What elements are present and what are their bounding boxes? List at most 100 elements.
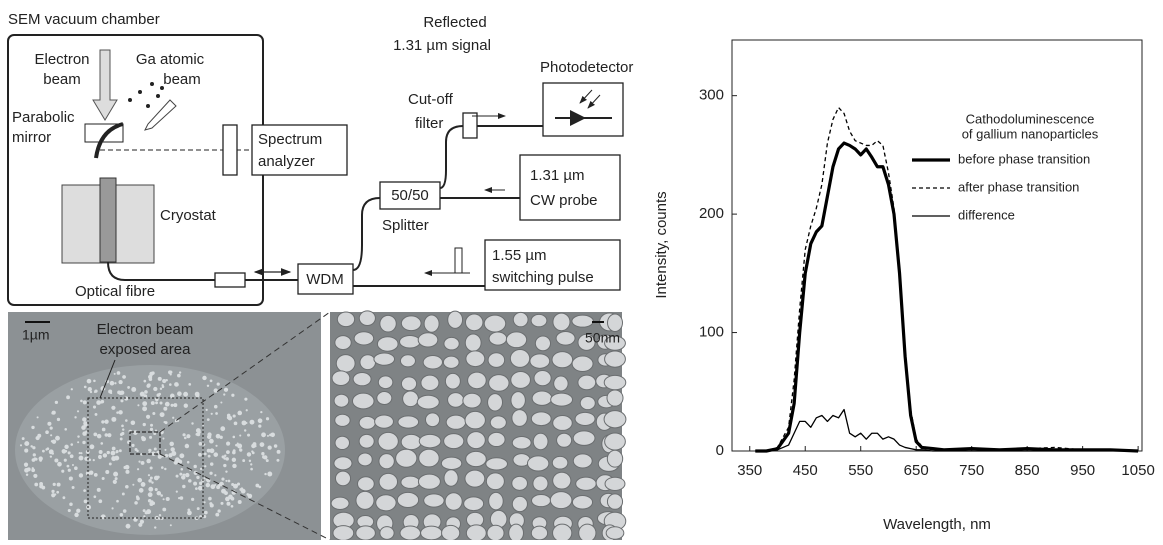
particle xyxy=(511,475,528,491)
particle xyxy=(153,432,157,436)
y-tick-label: 100 xyxy=(699,324,724,341)
particle xyxy=(52,482,56,486)
particle xyxy=(225,479,228,482)
zoom-area xyxy=(129,431,161,455)
particle xyxy=(93,495,97,499)
particle xyxy=(19,444,23,447)
particle xyxy=(231,457,237,462)
particle xyxy=(400,376,418,392)
particle xyxy=(199,481,203,486)
particle xyxy=(232,463,237,469)
particle xyxy=(112,479,117,484)
particle xyxy=(30,445,33,448)
particle xyxy=(179,453,185,459)
label: Electron beam xyxy=(97,321,194,338)
particle xyxy=(47,421,52,426)
particle xyxy=(236,482,241,486)
label: Optical fibre xyxy=(75,283,155,300)
particles xyxy=(330,310,627,543)
label: 1.55 µm xyxy=(492,247,547,264)
particle xyxy=(164,401,170,407)
particle xyxy=(467,371,487,390)
y-tick-label: 0 xyxy=(716,442,724,459)
label: 1.31 µm xyxy=(530,167,585,184)
particle xyxy=(247,433,251,437)
particle xyxy=(111,405,116,410)
particle xyxy=(121,424,124,428)
particle xyxy=(377,375,394,390)
particle xyxy=(82,400,87,405)
particle xyxy=(555,330,576,346)
particle xyxy=(107,433,112,438)
series-line xyxy=(755,408,1139,452)
particle xyxy=(88,458,92,462)
particle xyxy=(209,379,213,383)
particle xyxy=(214,483,217,487)
particle xyxy=(74,416,77,419)
particle xyxy=(526,455,550,472)
particle xyxy=(124,396,129,401)
particle xyxy=(174,382,179,387)
particle xyxy=(83,489,87,493)
particle xyxy=(26,467,31,472)
particle xyxy=(264,472,267,476)
particle xyxy=(510,370,531,389)
particle xyxy=(118,379,123,385)
particle xyxy=(512,311,529,328)
particle xyxy=(255,483,260,488)
particle xyxy=(549,491,573,510)
particle xyxy=(400,433,422,451)
particle xyxy=(101,427,106,432)
particle xyxy=(117,390,121,395)
particle xyxy=(232,435,236,439)
particle xyxy=(140,461,145,465)
particle xyxy=(334,413,351,427)
particle xyxy=(195,487,198,490)
x-tick-label: 850 xyxy=(1015,462,1040,479)
particle xyxy=(31,467,34,470)
label: CW probe xyxy=(530,192,598,209)
particle xyxy=(74,466,78,471)
particle xyxy=(571,355,594,372)
legend-label: after phase transition xyxy=(958,179,1079,194)
particle xyxy=(213,388,218,393)
cold-finger xyxy=(99,177,117,263)
particle xyxy=(199,467,203,471)
particle xyxy=(127,386,130,389)
particle xyxy=(118,410,123,415)
particle xyxy=(209,448,215,454)
arrow xyxy=(579,89,593,104)
particle xyxy=(137,477,143,483)
particle xyxy=(68,476,73,481)
particle xyxy=(242,459,246,463)
particle xyxy=(39,484,44,489)
particle xyxy=(351,392,375,410)
particle xyxy=(533,370,552,387)
particle xyxy=(61,469,65,473)
particle xyxy=(154,429,158,432)
particle xyxy=(101,476,105,480)
particle xyxy=(100,399,105,404)
particle xyxy=(231,393,235,397)
particle xyxy=(80,452,83,455)
label: SEM vacuum chamber xyxy=(8,11,160,28)
particle xyxy=(69,454,74,459)
particle xyxy=(138,460,141,463)
particle xyxy=(70,388,73,391)
particle xyxy=(78,451,81,455)
particle xyxy=(136,449,139,453)
particle xyxy=(206,434,212,440)
particle xyxy=(50,434,53,437)
particles xyxy=(19,370,281,529)
particle xyxy=(111,507,114,510)
particle xyxy=(250,463,253,466)
particle xyxy=(511,409,528,427)
particle xyxy=(142,509,146,513)
particle xyxy=(226,501,231,506)
particle xyxy=(572,453,593,469)
particle xyxy=(265,417,270,421)
label: mirror xyxy=(12,129,51,146)
label: Cut-off xyxy=(408,91,454,108)
particle xyxy=(188,382,192,386)
